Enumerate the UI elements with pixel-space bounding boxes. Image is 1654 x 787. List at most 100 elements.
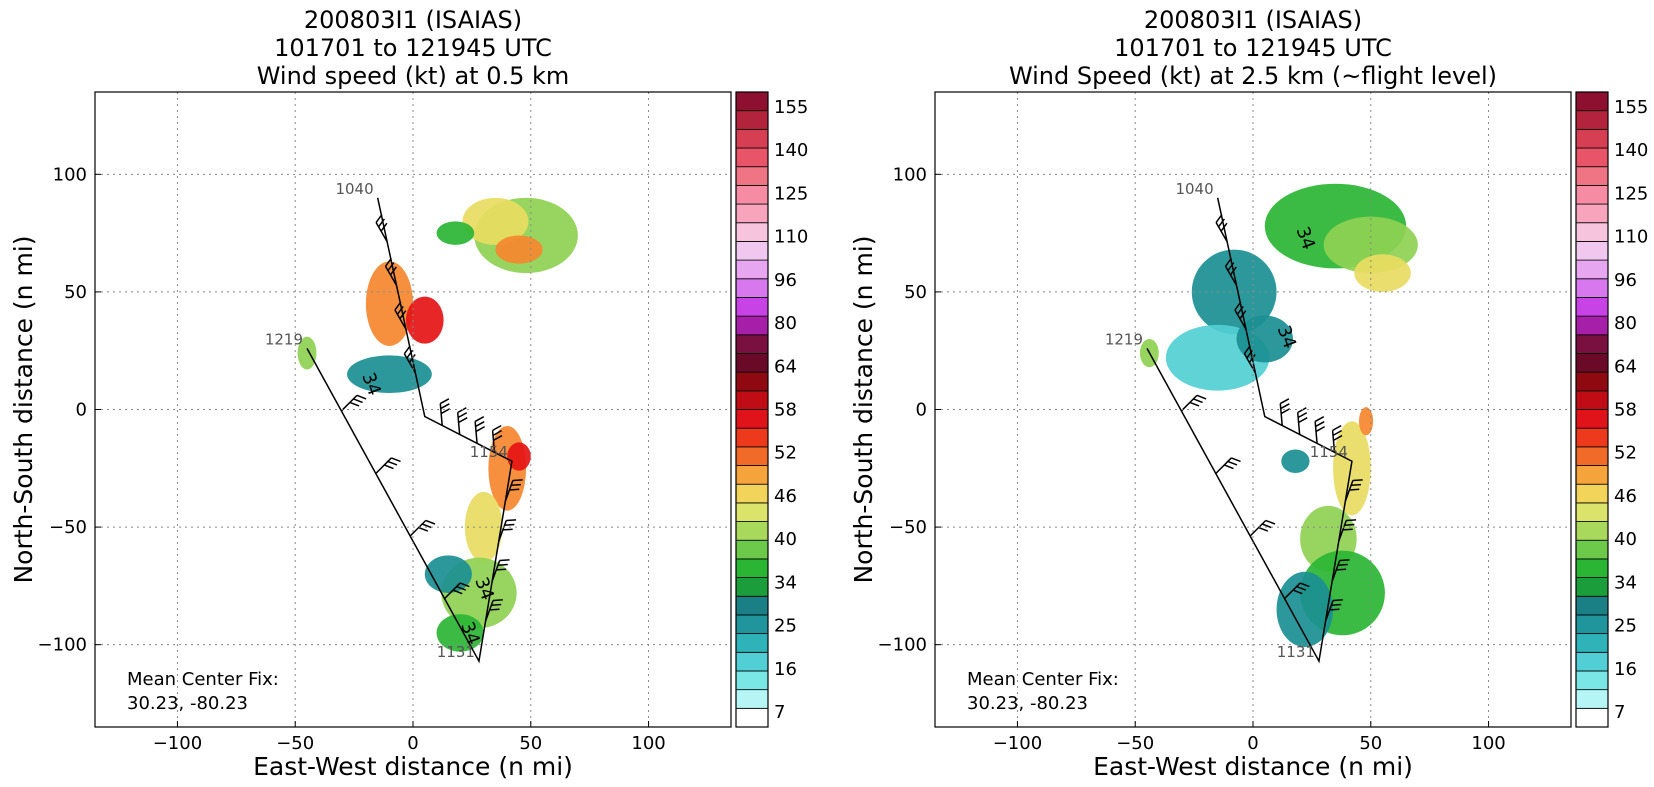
colorbar-swatch [1575,297,1609,317]
wind-barb-flag [452,589,463,595]
x-axis-label: East-West distance (n mi) [1093,752,1413,781]
colorbar-swatch [1575,110,1609,130]
wind-barb-flag [1220,222,1228,232]
x-tick-label: 100 [1471,733,1505,754]
wind-barb-flag [1292,589,1303,595]
wind-barb-staff [491,560,501,582]
wind-barb-flag [492,424,502,432]
colorbar-swatch [1575,353,1609,373]
colorbar-tick-label: 64 [1614,356,1637,377]
colorbar-swatch [1575,241,1609,261]
wind-barb-flag [1189,401,1200,407]
wind-swath-6 [436,221,475,245]
wind-barb-flag [474,416,485,423]
colorbar-swatch [1575,670,1609,691]
wind-barb [474,416,486,444]
wind-barb [384,257,398,286]
x-tick-label: 50 [1359,733,1382,754]
wind-barb-flag [1227,262,1235,272]
wind-barb-flag [1297,412,1308,419]
wind-barb [394,301,407,330]
colorbar-swatch [1575,465,1609,485]
colorbar-swatch [735,353,769,373]
colorbar-swatch [735,259,769,280]
chart-title-line-2: 101701 to 121945 UTC [274,34,552,62]
wind-barb [1215,214,1228,242]
wind-barb [1314,416,1326,444]
colorbar-swatch [735,203,769,224]
track-time-label: 1040 [1175,180,1213,198]
colorbar: 155 140 125 110 96 80 64 58 52 46 40 34 25 16 7 [1575,91,1648,728]
wind-barb [484,599,503,622]
track-time-label: 1131 [437,643,475,661]
wind-swath-8 [1333,421,1371,516]
wind-barb-flag [1331,603,1342,606]
wind-barb [1279,398,1291,426]
wind-barb [1249,519,1276,537]
colorbar-tick-label: 80 [1614,313,1637,334]
wind-barb-flag [1342,528,1353,531]
wind-barb-staff [340,394,358,412]
wind-barb-flag [389,266,397,276]
wind-barb-staff [1249,519,1267,537]
colorbar-swatch [735,577,769,597]
wind-barb [1180,394,1207,412]
colorbar-tick-label: 52 [774,443,797,464]
wind-barb-flag [1223,464,1234,470]
y-tick-label: 0 [76,400,87,421]
colorbar-tick-label: 155 [1614,97,1648,118]
wind-swath-13 [1281,449,1310,474]
colorbar-tick-label: 16 [774,659,797,680]
colorbar-tick-label: 140 [774,140,808,161]
colorbar-tick-label: 110 [1614,227,1648,248]
wind-barb [491,424,503,453]
wind-barb-flag [511,483,522,486]
wind-barb-staff [1243,353,1257,374]
wind-swath-5 [495,235,543,264]
wind-barb-staff [1331,430,1336,453]
wind-barb-flag [492,429,503,437]
colorbar-tick-label: 140 [1614,140,1648,161]
colorbar-tick-label: 7 [1614,702,1625,723]
wind-barb-flag [1297,407,1307,414]
wind-barb-staff [1224,265,1238,286]
colorbar-swatch [735,521,769,541]
wind-barb-flag [1337,563,1348,566]
wind-barb-flag [418,526,429,532]
colorbar-swatch [1575,334,1609,354]
wind-barb [1331,424,1343,453]
wind-barb-flag [1329,608,1340,611]
panel-2: 200803I1 (ISAIAS)101701 to 121945 UTCWin… [849,6,1648,781]
x-tick-label: 0 [407,733,418,754]
colorbar-swatch [1575,577,1609,597]
wind-barb-flag [1280,403,1290,410]
colorbar-tick-label: 16 [1614,659,1637,680]
colorbar-swatch [735,147,769,168]
colorbar-swatch [735,465,769,485]
wind-barb-flag [375,214,383,223]
wind-barb-flag [509,488,520,491]
colorbar-swatch [735,651,769,672]
colorbar-swatch [1575,539,1609,560]
wind-barb-flag [387,262,395,272]
colorbar-swatch [1575,595,1609,616]
colorbar-swatch [735,334,769,354]
wind-barb-flag [1243,345,1251,355]
wind-barb-flag [421,523,432,529]
wind-barb-flag [1246,349,1254,359]
wind-barb-flag [1344,523,1355,526]
wind-barb-flag [502,528,513,531]
colorbar-swatch [735,278,769,298]
center-fix-text: Mean Center Fix: [967,669,1119,690]
y-tick-label: −50 [49,517,87,538]
colorbar-swatch [735,371,769,392]
colorbar-swatch [735,670,769,691]
wind-swath-14 [436,614,484,652]
wind-barb-flag [1280,408,1291,415]
wind-barb-flag [353,398,363,404]
wind-barb-flag [1217,218,1225,228]
wind-barb-staff [1344,480,1354,502]
track-time-label: 1154 [470,443,508,461]
